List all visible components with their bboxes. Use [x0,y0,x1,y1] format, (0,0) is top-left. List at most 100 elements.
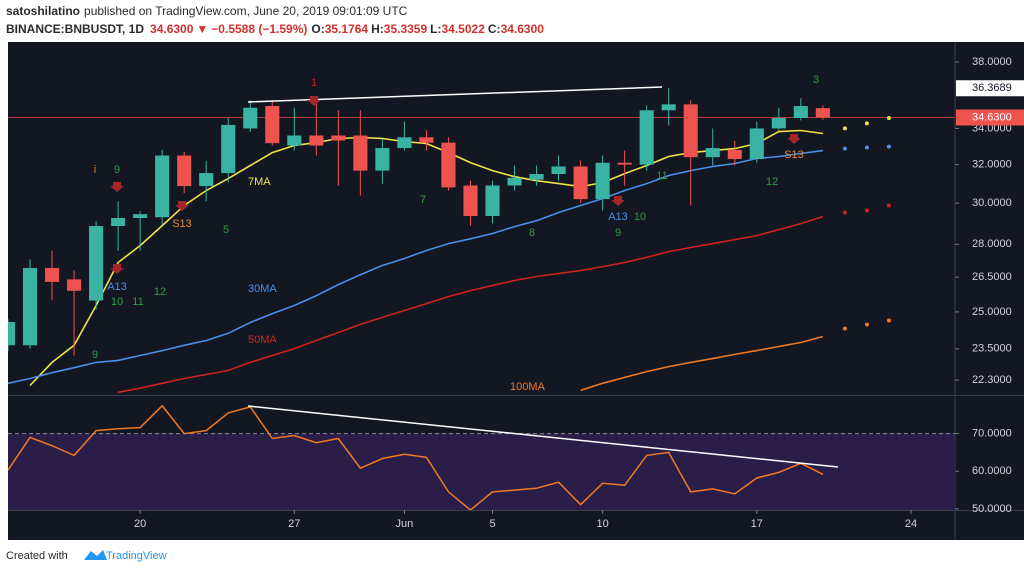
arrow [307,96,321,106]
candle-body [375,148,390,171]
ma-forecast-dot [842,326,847,331]
rsi-line [8,404,824,510]
high-price-box [956,80,1024,97]
candle-body [573,166,588,200]
candle-body [617,162,632,165]
td-label: 12 [154,286,166,298]
ma-label: 100MA [510,381,546,393]
ma-label: 30MA [248,283,277,295]
y-tick-label: 26.5000 [972,271,1012,283]
footer-prefix: Created with [6,550,68,562]
y-tick-label: 25.0000 [972,306,1012,318]
symbol: BINANCE:BNBUSDT, 1D [6,22,144,36]
candle-body [155,155,170,218]
header-line-2: BINANCE:BNBUSDT, 1D 34.6300 ▼ −0.5588 (−1.5… [6,22,544,36]
ma-forecast-dot [842,126,847,131]
td-label: A13 [107,281,127,293]
candle-body [639,110,654,165]
ma-line [580,335,824,392]
rsi-y-tick-label: 70.0000 [972,428,1012,440]
high-price-label: 36.3689 [972,82,1012,94]
td-label: 7 [420,194,426,206]
rsi-pane [8,404,955,510]
rsi-y-tick-label: 60.0000 [972,465,1012,477]
last-price-box [956,109,1024,126]
candle-body [221,124,236,174]
x-tick-label: 10 [597,518,609,530]
ohlc-label: O: [311,22,324,36]
ma-line [8,149,824,385]
candle-body [595,162,610,200]
td-label: 10 [111,296,123,308]
arrow [110,182,124,192]
rsi-trend-line [247,405,839,468]
candle-body [89,226,104,301]
candle-body [265,106,280,144]
ma-forecast-dot [886,115,891,120]
y-tick-label: 30.0000 [972,197,1012,209]
axes: 38.000034.000032.000030.000028.000026.50… [134,56,1024,530]
td-label: 12 [766,176,778,188]
arrow [787,134,801,144]
td-label: 11 [132,296,143,308]
candle-body [749,128,764,160]
last-price-label: 34.6300 [972,111,1012,123]
header-line-1: satoshilatino published on TradingView.co… [6,4,408,18]
td-labels: 9 i S13 5 A13 10 11 12 9 1 7 8 9 A13 10 … [92,74,819,361]
candle-body [683,104,698,158]
change: −0.5588 (−1.59%) [211,22,307,36]
candle-body [529,174,544,180]
candle-body [44,267,60,282]
arrow [110,264,124,274]
y-tick-label: 32.0000 [972,159,1012,171]
ma-forecast-dot [842,146,847,151]
ohlc-label: C: [488,22,501,36]
ma-forecast-dot [842,210,847,215]
y-tick-label: 23.5000 [972,343,1012,355]
ma-forecast-dot [864,322,869,327]
td-label: 10 [634,211,646,223]
ma-forecast-dot [886,203,891,208]
candle-body [111,218,126,227]
candle-body [243,107,258,129]
ma-forecast-dot [864,121,869,126]
candle-body [397,137,412,149]
arrow [175,201,189,211]
candle-body [551,166,566,175]
candle-body [705,148,720,158]
author: satoshilatino [6,4,80,18]
x-tick-label: 5 [489,518,495,530]
td-label: S13 [172,218,192,230]
td-label: 5 [223,224,229,236]
ohlc-value: 34.5022 [442,22,486,36]
ohlc-value: 34.6300 [501,22,545,36]
ma-forecast-dot [886,318,891,323]
rsi-y-tick-label: 50.0000 [972,503,1012,515]
td-label: 11 [656,170,667,182]
candle-body [309,135,324,146]
sell-arrows [110,96,801,274]
td-label: i [94,164,96,176]
candle-body [793,106,808,118]
ohlc-value: 35.3359 [384,22,428,36]
candle-body [287,135,302,146]
candle-body [67,279,82,291]
td-label: 9 [615,227,621,239]
ma-line [117,215,824,394]
x-tick-label: 24 [905,518,917,530]
candle-body [815,108,830,118]
candle-body [771,117,786,129]
candle-body [177,155,192,187]
arrow [611,196,625,206]
candle-body [22,267,38,346]
footer-brand[interactable]: TradingView [106,550,167,562]
y-tick-label: 38.0000 [972,56,1012,68]
ma-forecast-dot [886,144,891,149]
ohlc-label: H: [371,22,384,36]
candle-body [133,214,148,219]
x-tick-label: 20 [134,518,146,530]
td-label: 9 [114,164,120,176]
td-label: 3 [813,74,819,86]
